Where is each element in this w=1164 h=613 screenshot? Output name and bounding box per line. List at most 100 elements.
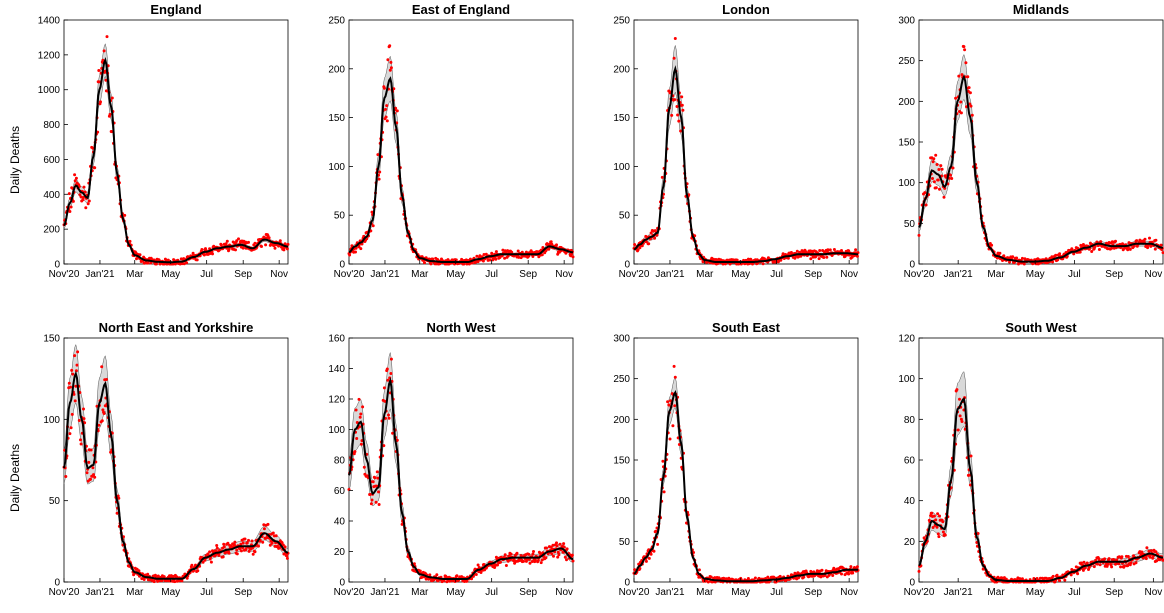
- observed-point: [917, 569, 921, 573]
- observed-point: [280, 541, 284, 545]
- observed-point: [954, 96, 958, 100]
- y-tick-label: 20: [904, 537, 916, 548]
- observed-point: [200, 248, 204, 251]
- x-tick-label: Sep: [519, 587, 537, 598]
- y-axis-labels: Daily Deaths Daily Deaths: [8, 126, 22, 512]
- observed-point: [706, 580, 710, 584]
- observed-point: [1154, 238, 1158, 242]
- observed-point: [1110, 246, 1114, 250]
- observed-points: [347, 44, 575, 266]
- observed-point: [395, 109, 399, 113]
- observed-point: [92, 473, 95, 477]
- observed-point: [1147, 549, 1151, 553]
- observed-point: [530, 560, 534, 563]
- observed-point: [262, 523, 266, 527]
- uncertainty-band: [633, 376, 859, 582]
- observed-point: [138, 253, 142, 257]
- y-tick-label: 0: [54, 260, 60, 271]
- observed-point: [375, 470, 379, 474]
- observed-point: [74, 384, 78, 388]
- observed-point: [1103, 557, 1107, 561]
- observed-point: [840, 249, 843, 252]
- observed-point: [998, 251, 1002, 255]
- observed-point: [851, 571, 855, 575]
- observed-point: [802, 575, 806, 579]
- observed-point: [376, 476, 380, 480]
- observed-point: [285, 556, 289, 560]
- observed-point: [243, 537, 247, 541]
- observed-point: [840, 572, 843, 576]
- observed-point: [670, 113, 674, 117]
- x-tick-label: Jan'21: [944, 587, 974, 598]
- observed-point: [1119, 565, 1123, 569]
- y-tick-label: 200: [898, 97, 915, 108]
- observed-point: [399, 197, 403, 201]
- observed-point: [562, 542, 566, 546]
- observed-point: [793, 571, 797, 575]
- observed-point: [931, 177, 934, 180]
- y-tick-label: 300: [613, 334, 630, 345]
- observed-point: [208, 550, 212, 554]
- observed-point: [656, 542, 660, 546]
- observed-point: [660, 175, 664, 179]
- observed-point: [649, 552, 653, 556]
- observed-point: [217, 553, 221, 557]
- observed-point: [474, 573, 478, 576]
- observed-point: [219, 243, 223, 247]
- observed-point: [960, 420, 964, 423]
- observed-point: [462, 262, 466, 266]
- observed-point: [1151, 556, 1155, 560]
- observed-point: [391, 431, 395, 435]
- observed-point: [79, 442, 83, 446]
- observed-point: [482, 253, 486, 256]
- observed-point: [562, 545, 566, 549]
- y-tick-label: 200: [613, 415, 630, 426]
- model-line: [63, 370, 289, 580]
- observed-point: [99, 100, 102, 104]
- observed-point: [377, 177, 381, 181]
- observed-points: [62, 35, 290, 266]
- observed-point: [281, 543, 285, 547]
- observed-point: [215, 544, 219, 547]
- observed-point: [1051, 574, 1055, 578]
- observed-point: [653, 236, 657, 240]
- observed-point: [931, 160, 935, 164]
- observed-point: [1107, 557, 1111, 561]
- observed-point: [649, 231, 653, 235]
- y-tick-label: 100: [613, 496, 630, 507]
- observed-point: [79, 195, 83, 199]
- observed-point: [779, 258, 783, 262]
- observed-point: [941, 530, 945, 534]
- observed-point: [957, 74, 961, 78]
- model-line: [348, 376, 574, 580]
- observed-point: [970, 113, 974, 117]
- observed-point: [224, 242, 228, 246]
- observed-point: [387, 416, 391, 420]
- observed-point: [941, 520, 945, 524]
- y-tick-label: 80: [334, 456, 346, 467]
- observed-point: [470, 261, 474, 265]
- observed-point: [1093, 245, 1097, 249]
- observed-point: [195, 258, 199, 262]
- observed-point: [78, 193, 82, 197]
- observed-point: [793, 256, 797, 260]
- observed-point: [669, 399, 672, 403]
- observed-point: [969, 104, 973, 108]
- observed-point: [201, 560, 205, 564]
- observed-point: [488, 258, 492, 262]
- observed-point: [1099, 240, 1103, 244]
- observed-point: [376, 153, 380, 157]
- observed-point: [1022, 262, 1026, 266]
- observed-point: [1032, 577, 1036, 580]
- observed-point: [100, 365, 104, 369]
- observed-point: [935, 163, 939, 166]
- observed-point: [244, 547, 248, 551]
- observed-point: [831, 574, 835, 577]
- observed-point: [262, 527, 266, 531]
- observed-point: [555, 541, 558, 545]
- y-tick-label: 1400: [38, 16, 61, 27]
- observed-point: [239, 549, 243, 553]
- observed-point: [386, 378, 390, 382]
- observed-point: [934, 153, 938, 157]
